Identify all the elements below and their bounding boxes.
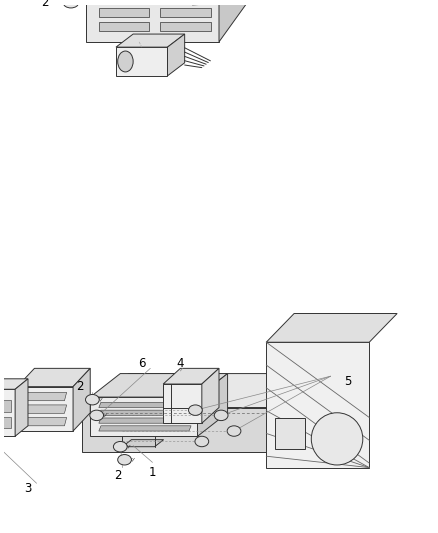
Polygon shape: [21, 405, 67, 413]
Ellipse shape: [118, 455, 131, 465]
Polygon shape: [99, 8, 149, 18]
Polygon shape: [167, 34, 185, 76]
Polygon shape: [99, 22, 149, 31]
Polygon shape: [17, 386, 73, 431]
Text: 1: 1: [149, 466, 156, 479]
Polygon shape: [99, 426, 191, 431]
Polygon shape: [160, 0, 211, 3]
Polygon shape: [0, 379, 28, 389]
Text: 3: 3: [24, 482, 32, 495]
Ellipse shape: [227, 426, 241, 436]
Polygon shape: [160, 8, 211, 18]
Ellipse shape: [188, 405, 202, 415]
Ellipse shape: [113, 441, 127, 452]
Ellipse shape: [195, 436, 208, 447]
Polygon shape: [81, 408, 288, 452]
Polygon shape: [86, 0, 219, 42]
Polygon shape: [266, 313, 397, 342]
Text: 2: 2: [114, 469, 122, 482]
Polygon shape: [90, 397, 198, 436]
Polygon shape: [163, 384, 202, 423]
Polygon shape: [15, 379, 28, 436]
Ellipse shape: [85, 394, 99, 405]
Polygon shape: [275, 418, 305, 449]
Polygon shape: [0, 417, 11, 429]
Polygon shape: [99, 418, 191, 423]
Polygon shape: [0, 400, 11, 411]
Polygon shape: [17, 368, 90, 386]
Polygon shape: [81, 374, 335, 408]
Text: 5: 5: [344, 375, 351, 388]
Polygon shape: [116, 34, 185, 47]
Text: 4: 4: [177, 357, 184, 369]
Text: 2: 2: [42, 0, 49, 9]
Ellipse shape: [118, 51, 133, 72]
Polygon shape: [163, 368, 219, 384]
Polygon shape: [202, 368, 219, 423]
Polygon shape: [21, 417, 67, 426]
Ellipse shape: [311, 413, 363, 465]
Ellipse shape: [63, 0, 79, 8]
Polygon shape: [21, 392, 67, 401]
Polygon shape: [90, 374, 228, 397]
Text: 6: 6: [138, 357, 145, 369]
Polygon shape: [99, 410, 191, 415]
Polygon shape: [288, 374, 335, 452]
Polygon shape: [0, 389, 15, 436]
Polygon shape: [73, 368, 90, 431]
Polygon shape: [219, 0, 249, 42]
Polygon shape: [160, 22, 211, 31]
Text: 2: 2: [76, 380, 83, 393]
Polygon shape: [198, 374, 228, 436]
Polygon shape: [123, 440, 164, 447]
Polygon shape: [116, 47, 167, 76]
Polygon shape: [99, 0, 149, 3]
Polygon shape: [99, 402, 191, 408]
Ellipse shape: [214, 410, 228, 421]
Ellipse shape: [90, 410, 103, 421]
Polygon shape: [266, 342, 369, 467]
